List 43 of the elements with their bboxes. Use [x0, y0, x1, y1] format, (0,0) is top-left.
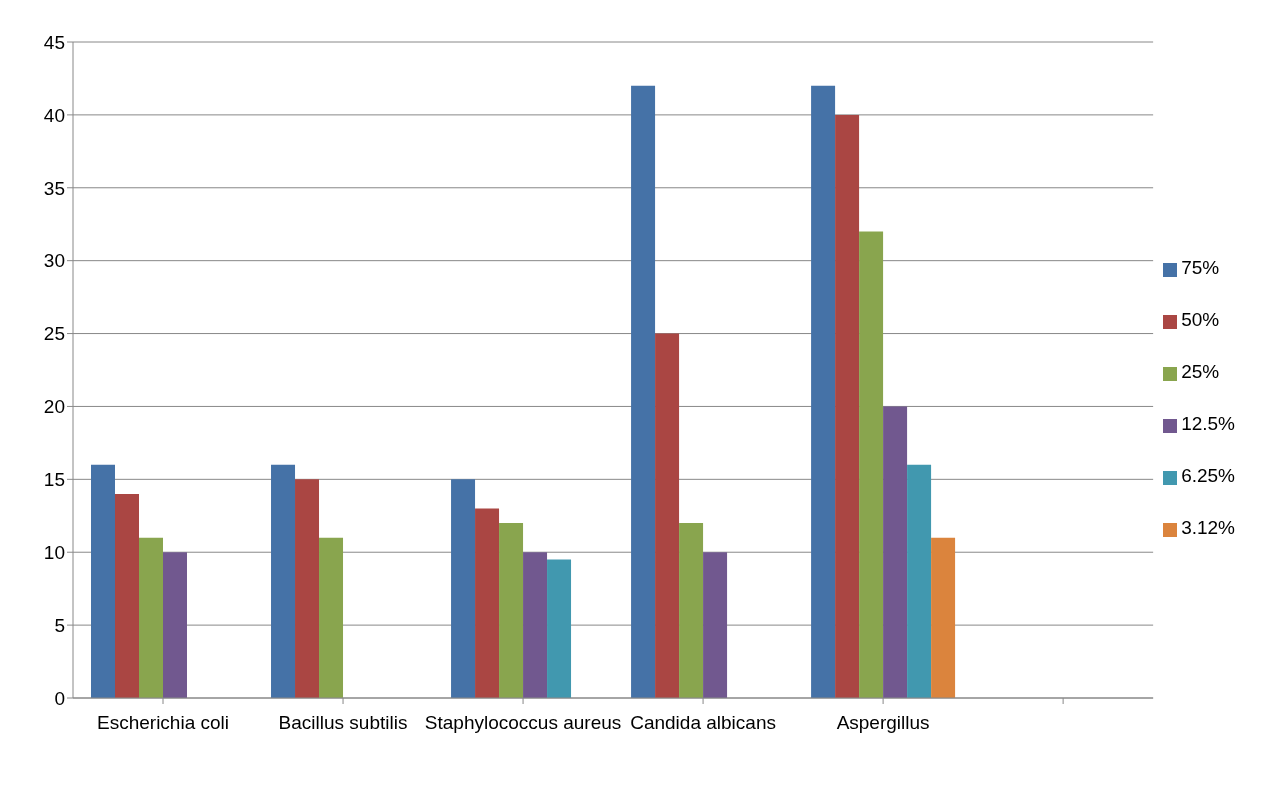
y-tick-label: 40 — [43, 104, 65, 126]
x-tick-label: Aspergillus — [836, 712, 930, 734]
bar — [679, 523, 704, 698]
bar — [163, 552, 187, 698]
x-tick-label: Escherichia coli — [97, 712, 230, 734]
bar — [139, 537, 163, 698]
x-tick-label: Candida albicans — [630, 712, 776, 734]
bar — [91, 464, 115, 698]
legend-label: 50% — [1181, 309, 1220, 330]
bar — [703, 552, 728, 698]
bar — [907, 464, 932, 698]
bar — [523, 552, 548, 698]
x-tick-label: Staphylococcus aureus — [424, 712, 622, 734]
bar — [547, 559, 572, 698]
y-tick-label: 15 — [43, 469, 65, 491]
y-tick-label: 5 — [54, 614, 65, 636]
y-tick-label: 10 — [43, 541, 65, 563]
bar — [499, 523, 524, 698]
x-tick-label: Bacillus subtilis — [278, 712, 408, 734]
bar — [811, 85, 836, 698]
y-tick-label: 20 — [43, 396, 65, 418]
legend-label: 75% — [1181, 257, 1220, 278]
y-tick-label: 30 — [43, 250, 65, 272]
bar — [631, 85, 656, 698]
legend-label: 6.25% — [1181, 465, 1235, 486]
bar — [451, 479, 476, 698]
bar — [115, 493, 139, 698]
y-tick-label: 0 — [54, 687, 65, 709]
bar — [295, 479, 320, 698]
y-tick-label: 35 — [43, 177, 65, 199]
bar — [883, 406, 908, 698]
legend-label: 3.12% — [1181, 517, 1235, 538]
bar — [319, 537, 344, 698]
bar — [271, 464, 296, 698]
bar — [475, 508, 500, 698]
legend-label: 12.5% — [1181, 413, 1235, 434]
bar — [655, 333, 680, 698]
bar — [931, 537, 956, 698]
y-tick-label: 25 — [43, 323, 65, 345]
y-tick-label: 45 — [43, 31, 65, 53]
bar — [859, 231, 884, 698]
bar — [835, 114, 860, 698]
legend-label: 25% — [1181, 361, 1220, 382]
